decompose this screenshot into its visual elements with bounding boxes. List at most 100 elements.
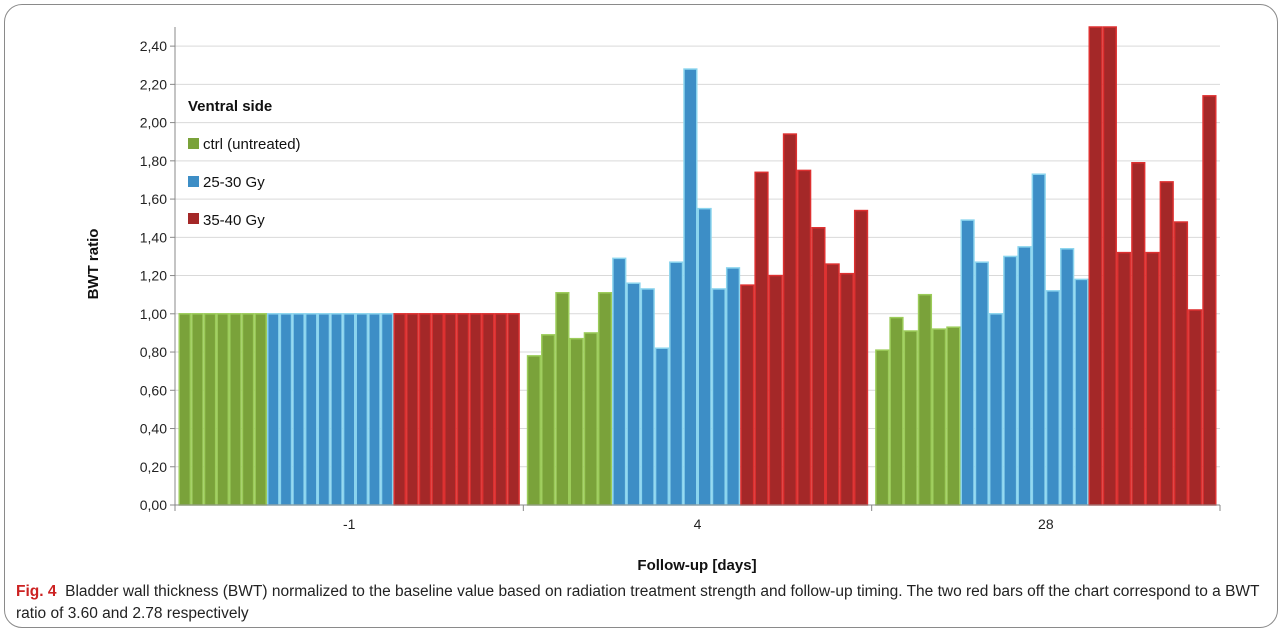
y-tick-label: 0,80 xyxy=(140,344,167,360)
bar-1-2 xyxy=(1003,255,1018,506)
bar-2-1 xyxy=(839,272,854,506)
bar-2-2 xyxy=(1145,251,1160,506)
bar-0-2 xyxy=(889,316,904,506)
caption-text: Bladder wall thickness (BWT) normalized … xyxy=(16,583,1260,622)
bar-1-1 xyxy=(697,207,712,506)
y-tick-label: 1,40 xyxy=(140,229,167,245)
bar-1-1 xyxy=(711,288,726,506)
bar-2-0 xyxy=(481,313,495,506)
bar-0-0 xyxy=(191,313,204,506)
bar-1-2 xyxy=(1017,246,1032,506)
bar-1-1 xyxy=(612,257,627,506)
bar-1-0 xyxy=(317,313,331,506)
bars xyxy=(178,26,1217,506)
bar-2-2 xyxy=(1088,26,1103,506)
bar-2-0 xyxy=(443,313,457,506)
bar-1-0 xyxy=(355,313,369,506)
bar-1-1 xyxy=(683,68,698,506)
bar-0-0 xyxy=(216,313,230,506)
x-axis-title: Follow-up [days] xyxy=(637,557,756,574)
bar-1-2 xyxy=(1045,290,1061,506)
bar-1-0 xyxy=(266,313,280,506)
bar-1-2 xyxy=(1031,173,1046,506)
bar-1-0 xyxy=(342,313,356,506)
bar-1-1 xyxy=(626,282,641,506)
bar-2-2 xyxy=(1202,95,1217,506)
bar-0-0 xyxy=(241,313,255,506)
bar-2-1 xyxy=(740,284,755,506)
bar-0-1 xyxy=(583,332,598,506)
bar-0-2 xyxy=(875,349,890,506)
bar-1-0 xyxy=(330,313,343,506)
bar-2-0 xyxy=(431,313,444,506)
legend-label-ctrl: ctrl (untreated) xyxy=(203,136,301,153)
bar-1-1 xyxy=(640,288,655,506)
bar-2-0 xyxy=(393,313,407,506)
caption-label: Fig. 4 xyxy=(16,583,57,600)
bar-2-1 xyxy=(797,169,812,506)
bar-1-1 xyxy=(654,347,670,506)
bar-1-2 xyxy=(1074,278,1089,506)
legend: Ventral side ctrl (untreated) 25-30 Gy 3… xyxy=(188,98,301,229)
bar-1-0 xyxy=(368,313,381,506)
bar-2-1 xyxy=(853,209,869,506)
bar-2-0 xyxy=(406,313,419,506)
bar-0-0 xyxy=(254,313,267,506)
y-tick-label: 1,60 xyxy=(140,191,167,207)
x-tick-label: -1 xyxy=(343,516,356,532)
bar-2-1 xyxy=(768,274,783,506)
legend-label-25-30: 25-30 Gy xyxy=(203,174,265,191)
x-tick-label: 4 xyxy=(694,516,702,532)
bar-2-0 xyxy=(418,313,432,506)
bar-2-2 xyxy=(1173,221,1189,506)
y-tick-labels: 0,00 0,20 0,40 0,60 0,80 1,00 1,20 1,40 1,60 1,80… xyxy=(140,38,167,513)
bar-0-0 xyxy=(229,313,242,506)
bar-2-1 xyxy=(754,171,769,506)
bar-0-2 xyxy=(932,328,947,506)
y-tick-label: 0,60 xyxy=(140,382,167,398)
bar-0-1 xyxy=(555,292,570,506)
bar-0-1 xyxy=(526,355,542,506)
bar-2-0 xyxy=(507,313,520,506)
bar-2-0 xyxy=(456,313,470,506)
legend-label-35-40: 35-40 Gy xyxy=(203,212,265,229)
legend-swatch-25-30 xyxy=(188,176,199,187)
legend-swatch-ctrl xyxy=(188,138,199,149)
bar-0-1 xyxy=(597,292,613,506)
bar-chart: 0,00 0,20 0,40 0,60 0,80 1,00 1,20 1,40 1,60 1,80… xyxy=(85,26,1221,574)
y-tick-label: 1,20 xyxy=(140,268,167,284)
bar-2-1 xyxy=(782,133,798,506)
bar-0-2 xyxy=(917,293,933,506)
y-tick-label: 1,80 xyxy=(140,153,167,169)
y-tick-label: 0,20 xyxy=(140,459,167,475)
bar-0-2 xyxy=(903,330,918,506)
bar-2-2 xyxy=(1188,309,1203,506)
legend-swatch-35-40 xyxy=(188,213,199,224)
y-tick-label: 2,40 xyxy=(140,38,167,54)
y-tick-label: 0,40 xyxy=(140,421,167,437)
bar-1-2 xyxy=(988,313,1004,506)
bar-1-0 xyxy=(304,313,318,506)
bar-1-1 xyxy=(669,261,684,506)
bar-1-2 xyxy=(1060,248,1075,506)
bar-2-1 xyxy=(825,263,840,506)
y-tick-label: 2,20 xyxy=(140,76,167,92)
axes xyxy=(170,27,1221,511)
bar-2-0 xyxy=(494,313,508,506)
x-tick-label: 28 xyxy=(1038,516,1054,532)
bar-0-1 xyxy=(541,334,556,506)
x-tick-labels: -1 4 28 xyxy=(343,516,1054,532)
bar-1-0 xyxy=(380,313,394,506)
bar-1-2 xyxy=(960,219,975,506)
bar-2-1 xyxy=(811,227,826,506)
bar-1-2 xyxy=(974,261,989,506)
bar-2-2 xyxy=(1102,26,1117,506)
bar-1-1 xyxy=(725,267,741,506)
bar-2-2 xyxy=(1116,251,1132,506)
bar-0-1 xyxy=(569,337,584,506)
y-tick-label: 0,00 xyxy=(140,497,167,513)
y-tick-label: 2,00 xyxy=(140,115,167,131)
legend-title: Ventral side xyxy=(188,98,272,115)
bar-2-2 xyxy=(1159,181,1174,506)
y-tick-label: 1,00 xyxy=(140,306,167,322)
